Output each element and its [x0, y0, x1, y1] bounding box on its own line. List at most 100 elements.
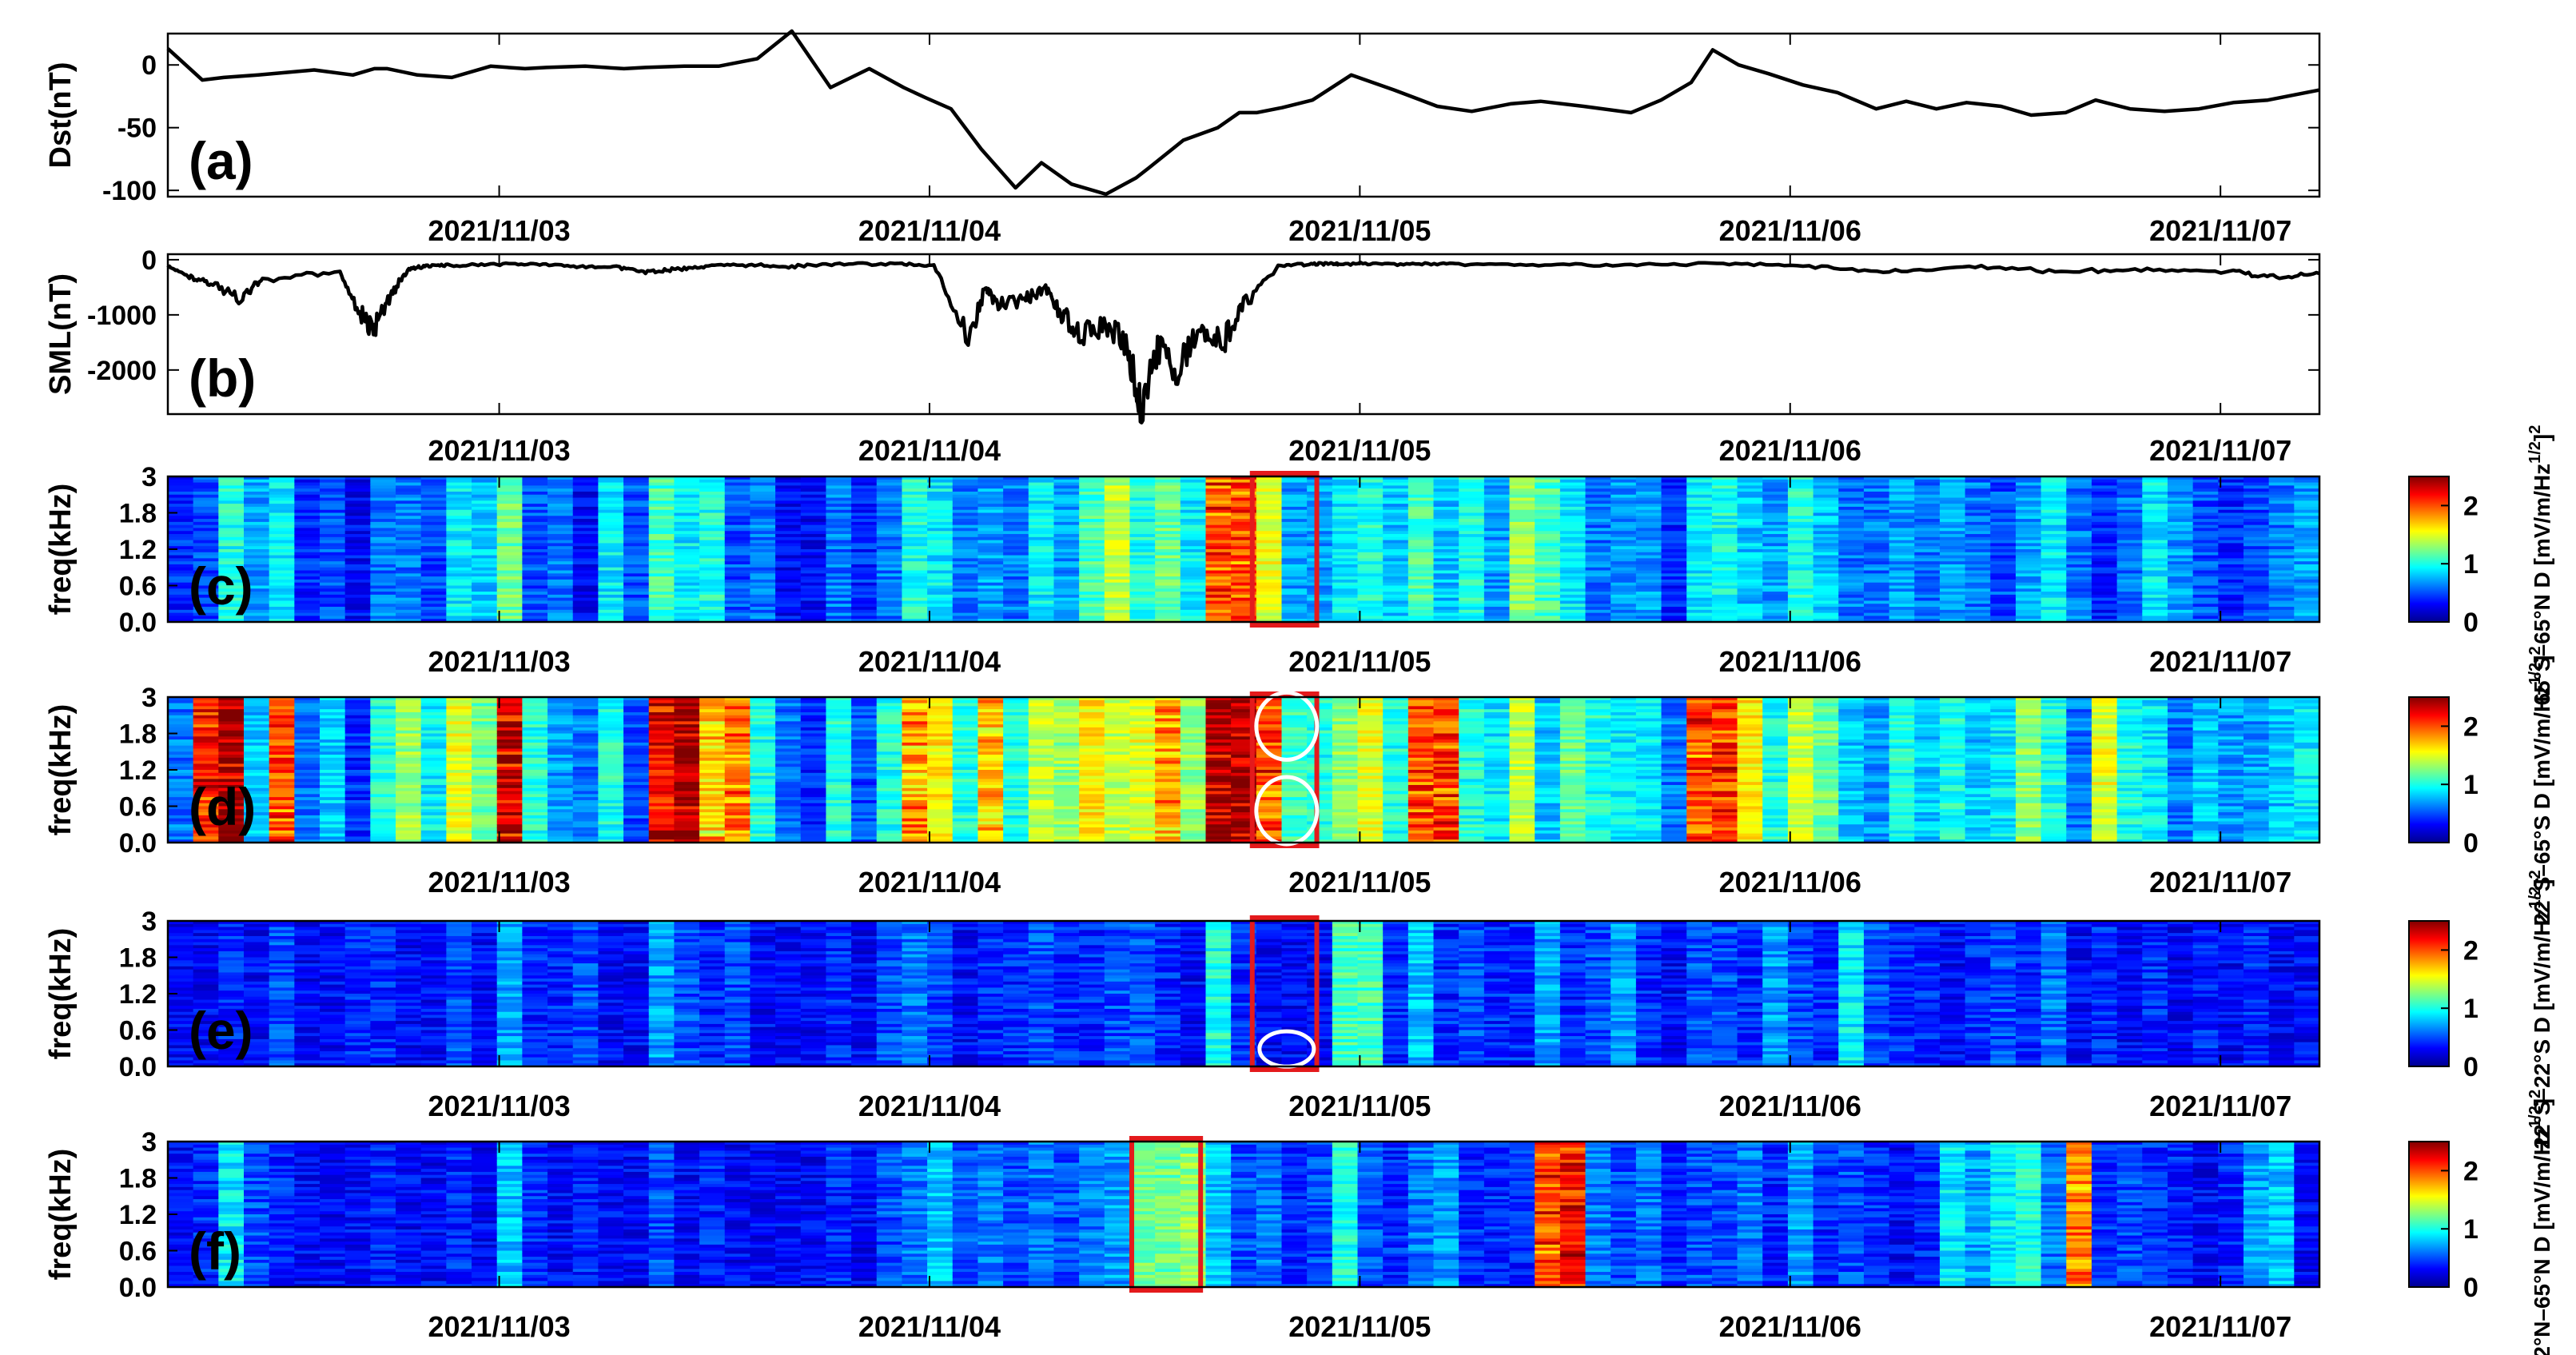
heatmap-cell: [193, 482, 219, 486]
heatmap-cell: [1231, 612, 1257, 617]
heatmap-cell: [446, 791, 472, 795]
heatmap-cell: [1003, 500, 1029, 504]
heatmap-cell: [1635, 573, 1662, 577]
heatmap-cell: [1535, 504, 1561, 508]
heatmap-cell: [2268, 619, 2295, 623]
heatmap-cell: [1990, 494, 2017, 499]
heatmap-cell: [623, 485, 650, 489]
heatmap-cell: [1205, 619, 1232, 623]
heatmap-cell: [851, 536, 878, 541]
heatmap-cell: [522, 745, 548, 750]
heatmap-cell: [1357, 592, 1384, 596]
heatmap-cell: [851, 561, 878, 565]
heatmap-cell: [1838, 519, 1865, 523]
heatmap-cell: [1610, 592, 1637, 596]
heatmap-cell: [2142, 482, 2168, 486]
heatmap-cell: [1509, 552, 1535, 556]
heatmap-cell: [1990, 543, 2017, 547]
heatmap-cell: [168, 564, 194, 568]
heatmap-cell: [1003, 521, 1029, 526]
heatmap-cell: [2218, 607, 2244, 611]
heatmap-cell: [294, 703, 321, 707]
heatmap-cell: [1357, 616, 1384, 620]
heatmap-cell: [1433, 616, 1459, 620]
heatmap-cell: [396, 552, 422, 556]
heatmap-cell: [1535, 594, 1561, 599]
heatmap-cell: [1610, 528, 1637, 532]
heatmap-cell: [1129, 579, 1156, 584]
heatmap-cell: [244, 567, 270, 572]
heatmap-cell: [1332, 567, 1359, 572]
heatmap-cell: [370, 619, 396, 623]
heatmap-cell: [1762, 564, 1789, 568]
heatmap-cell: [1711, 570, 1738, 574]
heatmap-cell: [1965, 479, 1991, 484]
heatmap-cell: [294, 485, 321, 489]
heatmap-cell: [927, 616, 954, 620]
heatmap-cell: [446, 699, 472, 704]
heatmap-cell: [218, 524, 245, 529]
heatmap-cell: [294, 836, 321, 840]
heatmap-cell: [269, 540, 295, 544]
heatmap-cell: [2243, 573, 2270, 577]
heatmap-cell: [1383, 564, 1409, 568]
heatmap-cell: [496, 500, 523, 504]
heatmap-cell: [344, 787, 371, 792]
heatmap-cell: [2142, 607, 2168, 611]
heatmap-cell: [851, 509, 878, 514]
heatmap-cell: [1787, 558, 1814, 562]
heatmap-cell: [1205, 497, 1232, 501]
heatmap-cell: [344, 516, 371, 520]
heatmap-cell: [1661, 567, 1687, 572]
heatmap-cell: [623, 528, 650, 532]
heatmap-cell: [344, 839, 371, 843]
heatmap-cell: [472, 721, 498, 725]
heatmap-cell: [2294, 497, 2320, 501]
heatmap-cell: [1053, 479, 1080, 484]
heatmap-cell: [168, 594, 194, 599]
heatmap-cell: [193, 706, 219, 710]
heatmap-cell: [193, 488, 219, 492]
heatmap-cell: [396, 609, 422, 614]
heatmap-cell: [370, 521, 396, 526]
heatmap-cell: [1205, 546, 1232, 550]
heatmap-cell: [2116, 570, 2143, 574]
heatmap-cell: [2218, 497, 2244, 501]
heatmap-cell: [1256, 540, 1283, 544]
heatmap-cell: [269, 536, 295, 541]
heatmap-cell: [1155, 476, 1181, 480]
heatmap-cell: [1205, 534, 1232, 538]
heatmap-cell: [294, 827, 321, 831]
heatmap-cell: [1914, 573, 1941, 577]
heatmap-cell: [952, 534, 979, 538]
heatmap-cell: [370, 706, 396, 710]
heatmap-cell: [1433, 482, 1459, 486]
x-tick-label: 2021/11/04: [858, 645, 1001, 678]
y-axis-label: Dst(nT): [44, 62, 78, 169]
heatmap-cell: [2116, 512, 2143, 516]
heatmap-cell: [2040, 497, 2067, 501]
heatmap-cell: [876, 516, 903, 520]
heatmap-cell: [522, 803, 548, 807]
heatmap-cell: [572, 775, 599, 779]
heatmap-cell: [800, 552, 827, 556]
heatmap-cell: [396, 751, 422, 755]
heatmap-cell: [218, 585, 245, 589]
heatmap-cell: [446, 803, 472, 807]
heatmap-cell: [1079, 607, 1105, 611]
heatmap-cell: [1509, 482, 1535, 486]
heatmap-cell: [800, 585, 827, 589]
heatmap-cell: [1129, 619, 1156, 623]
heatmap-cell: [2167, 491, 2194, 496]
heatmap-cell: [2218, 534, 2244, 538]
heatmap-cell: [1787, 555, 1814, 559]
heatmap-cell: [344, 609, 371, 614]
heatmap-cell: [396, 594, 422, 599]
heatmap-cell: [396, 791, 422, 795]
heatmap-cell: [1483, 540, 1511, 544]
heatmap-cell: [1661, 494, 1687, 499]
heatmap-cell: [1787, 592, 1814, 596]
heatmap-cell: [2218, 536, 2244, 541]
heatmap-cell: [1762, 555, 1789, 559]
heatmap-cell: [1863, 579, 1890, 584]
